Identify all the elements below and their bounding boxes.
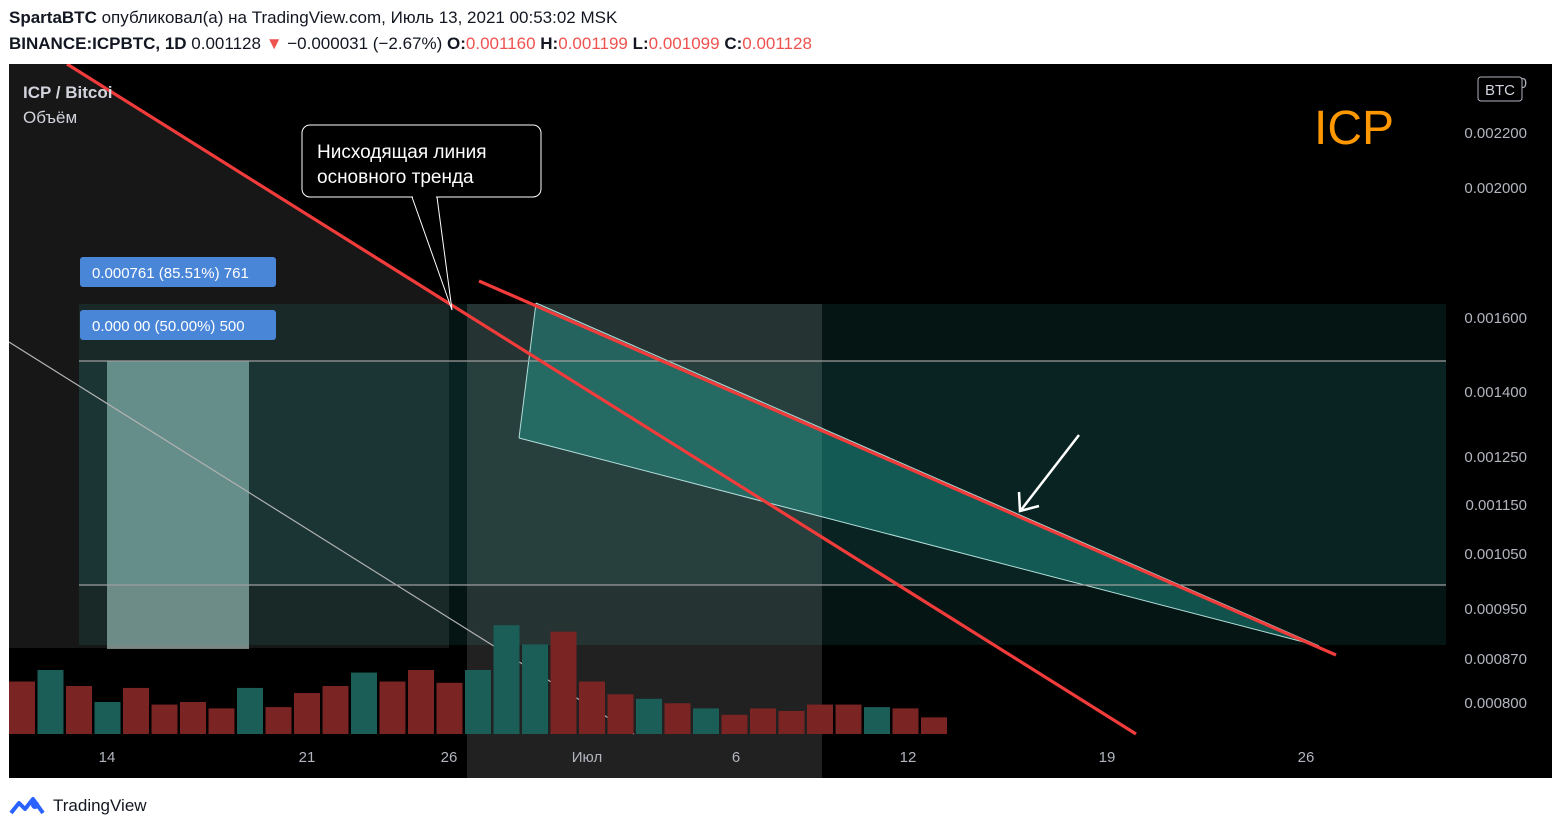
tradingview-logo-icon[interactable] xyxy=(9,795,45,817)
volume-bar[interactable] xyxy=(921,717,947,734)
volume-bar[interactable] xyxy=(322,686,349,734)
price-change: −0.000031 (−2.67%) xyxy=(287,34,443,53)
measure-label-2: 0.000 00 (50.00%) 500 xyxy=(92,318,245,335)
volume-bar[interactable] xyxy=(408,670,434,734)
time-scale-label: 26 xyxy=(1298,749,1315,766)
volume-bar[interactable] xyxy=(180,702,206,734)
last-price: 0.001128 xyxy=(191,34,261,53)
volume-bar[interactable] xyxy=(550,631,577,734)
arrow-head-icon xyxy=(1017,491,1040,513)
volume-bar[interactable] xyxy=(94,702,121,734)
price-scale-label: 0.001050 xyxy=(1464,546,1527,563)
volume-bar[interactable] xyxy=(664,703,691,734)
time-scale-label: 21 xyxy=(299,749,316,766)
volume-bar[interactable] xyxy=(750,708,776,734)
down-arrow-icon: ▼ xyxy=(265,34,283,53)
volume-bar[interactable] xyxy=(379,681,406,734)
open-label: O: xyxy=(447,34,466,53)
wedge-upper-edge[interactable] xyxy=(535,302,1320,647)
wedge-resistance-line[interactable] xyxy=(478,279,1337,657)
range-box-teal-inner[interactable] xyxy=(79,361,1446,585)
volume-bar[interactable] xyxy=(493,625,520,734)
symbol-label: BINANCE:ICPBTC, 1D xyxy=(9,34,187,53)
volume-bar[interactable] xyxy=(351,672,377,734)
volume-bar[interactable] xyxy=(465,670,491,734)
volume-bar[interactable] xyxy=(607,694,634,734)
volume-bar[interactable] xyxy=(579,681,605,734)
volume-bar[interactable] xyxy=(9,681,35,734)
time-scale-label: 6 xyxy=(732,749,740,766)
legend-pair[interactable]: ICP / Bitcoi xyxy=(23,83,112,102)
volume-bar[interactable] xyxy=(123,687,149,734)
legend-volume[interactable]: Объём xyxy=(23,108,77,127)
price-scale-label: 0.000950 xyxy=(1464,601,1527,618)
price-scale-label: 0.001250 xyxy=(1464,449,1527,466)
measure-box-light[interactable] xyxy=(107,361,249,649)
volume-bar[interactable] xyxy=(778,710,805,734)
high-value: 0.001199 xyxy=(558,34,628,53)
time-scale-label: 12 xyxy=(900,749,917,766)
volume-bar[interactable] xyxy=(835,704,862,734)
low-label: L: xyxy=(632,34,649,53)
close-value: 0.001128 xyxy=(742,34,812,53)
price-scale-label: 0.002200 xyxy=(1464,125,1527,142)
price-scale-label: 0.001150 xyxy=(1466,497,1527,514)
price-scale-label: 0.000870 xyxy=(1464,651,1527,668)
volume-bar[interactable] xyxy=(294,693,320,734)
measure-label-2-bg[interactable] xyxy=(80,310,276,340)
time-scale-label: 26 xyxy=(441,749,458,766)
open-value: 0.001160 xyxy=(465,34,536,53)
measure-label-1-bg[interactable] xyxy=(80,257,276,287)
measure-label-1: 0.000761 (85.51%) 761 xyxy=(92,265,249,282)
low-value: 0.001099 xyxy=(648,34,720,53)
volume-bar[interactable] xyxy=(721,714,748,734)
author-name[interactable]: SpartaBTC xyxy=(9,8,97,27)
volume-bar[interactable] xyxy=(864,707,890,734)
volume-bar[interactable] xyxy=(37,670,64,734)
close-label: C: xyxy=(724,34,743,53)
volume-bar[interactable] xyxy=(522,644,548,734)
footer-brand[interactable]: TradingView xyxy=(53,796,147,815)
chart-area[interactable]: Нисходящая линия основного тренда 0.0007… xyxy=(9,64,1552,778)
publish-header: SpartaBTC опубликовал(а) на TradingView.… xyxy=(9,8,617,28)
volume-bar[interactable] xyxy=(807,704,833,734)
chart-svg[interactable]: Нисходящая линия основного тренда 0.0007… xyxy=(9,64,1552,778)
high-label: H: xyxy=(540,34,559,53)
currency-badge[interactable] xyxy=(1477,76,1523,102)
volume-bar[interactable] xyxy=(237,687,263,734)
volume-bar[interactable] xyxy=(892,708,919,734)
volume-bar[interactable] xyxy=(436,682,463,734)
currency-badge-label: BTC xyxy=(1485,82,1515,99)
callout-text-line2: основного тренда xyxy=(317,167,474,188)
volume-bar[interactable] xyxy=(208,708,235,734)
price-scale-label: 0.001400 xyxy=(1464,384,1527,401)
footer: TradingView xyxy=(9,792,147,820)
main-downtrend-line[interactable] xyxy=(66,64,1137,736)
volume-bar[interactable] xyxy=(66,686,92,734)
time-scale-label: 14 xyxy=(99,749,116,766)
price-scale-label: 0.000800 xyxy=(1464,695,1527,712)
price-scale-label: 0.002000 xyxy=(1464,180,1527,197)
time-scale-label: Июл xyxy=(572,749,602,766)
volume-bar[interactable] xyxy=(636,698,662,734)
volume-bar[interactable] xyxy=(151,704,178,734)
ticker-watermark: ICP xyxy=(1314,102,1394,155)
price-scale-label: 0.001600 xyxy=(1464,310,1527,327)
time-scale-label: 19 xyxy=(1099,749,1116,766)
ohlc-header: BINANCE:ICPBTC, 1D 0.001128 ▼ −0.000031 … xyxy=(9,34,812,54)
arrow-shaft[interactable] xyxy=(1020,434,1080,511)
wedge-lower-edge[interactable] xyxy=(518,437,1320,647)
callout-text-line1: Нисходящая линия xyxy=(317,142,487,163)
publish-info: опубликовал(а) на TradingView.com, Июль … xyxy=(101,8,618,27)
wedge-left-edge[interactable] xyxy=(518,302,537,439)
volume-bar[interactable] xyxy=(265,707,292,734)
volume-bar[interactable] xyxy=(693,708,719,734)
